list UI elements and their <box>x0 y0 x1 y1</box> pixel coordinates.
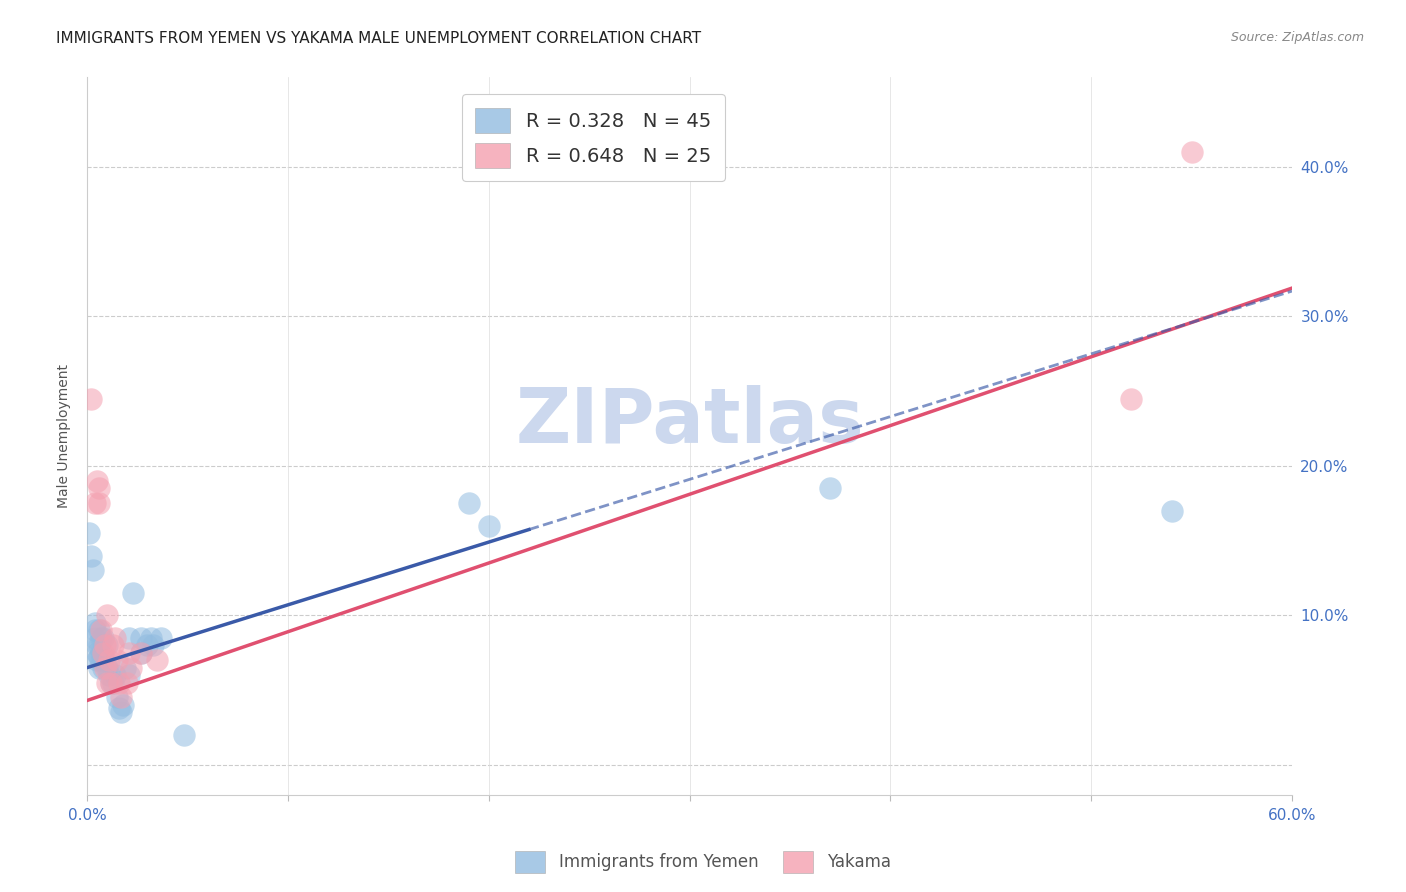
Point <box>90 653 112 667</box>
Point <box>136 638 159 652</box>
Point <box>120 660 142 674</box>
Point <box>118 646 141 660</box>
Point <box>105 690 128 705</box>
Point <box>103 675 125 690</box>
Text: Source: ZipAtlas.com: Source: ZipAtlas.com <box>1230 31 1364 45</box>
Point <box>98 668 121 682</box>
Legend: Immigrants from Yemen, Yakama: Immigrants from Yemen, Yakama <box>509 845 897 880</box>
Point <box>96 608 118 623</box>
Point <box>105 653 128 667</box>
Point <box>94 638 117 652</box>
Point <box>173 728 195 742</box>
Legend: R = 0.328   N = 45, R = 0.648   N = 25: R = 0.328 N = 45, R = 0.648 N = 25 <box>461 95 724 181</box>
Point <box>150 631 173 645</box>
Y-axis label: Male Unemployment: Male Unemployment <box>58 364 72 508</box>
Point <box>117 675 139 690</box>
Point <box>89 638 111 652</box>
Point <box>118 668 141 682</box>
Point <box>122 586 145 600</box>
Point <box>96 638 118 652</box>
Point <box>82 564 104 578</box>
Point <box>90 624 112 638</box>
Point <box>457 496 479 510</box>
Point <box>86 638 108 652</box>
Point <box>77 526 100 541</box>
Text: IMMIGRANTS FROM YEMEN VS YAKAMA MALE UNEMPLOYMENT CORRELATION CHART: IMMIGRANTS FROM YEMEN VS YAKAMA MALE UNE… <box>56 31 702 46</box>
Point <box>91 646 114 660</box>
Point <box>80 392 103 406</box>
Point <box>84 615 107 630</box>
Point <box>89 481 111 495</box>
Point <box>110 690 132 705</box>
Point <box>90 646 112 660</box>
Point <box>131 631 153 645</box>
Point <box>103 638 125 652</box>
Point <box>84 631 107 645</box>
Point <box>146 653 169 667</box>
Point <box>108 675 131 690</box>
Point <box>96 675 118 690</box>
Point <box>1121 392 1143 406</box>
Point <box>86 653 108 667</box>
Text: ZIPatlas: ZIPatlas <box>515 384 863 458</box>
Point <box>86 646 108 660</box>
Point <box>84 496 107 510</box>
Point <box>100 675 122 690</box>
Point <box>141 631 163 645</box>
Point <box>89 496 111 510</box>
Point <box>131 646 153 660</box>
Point <box>91 631 114 645</box>
Point <box>94 653 117 667</box>
Point <box>100 675 122 690</box>
Point <box>818 481 841 495</box>
Point <box>142 638 165 652</box>
Point <box>91 660 114 674</box>
Point <box>104 668 127 682</box>
Point <box>91 653 114 667</box>
Point <box>84 624 107 638</box>
Point <box>89 624 111 638</box>
Point <box>1180 145 1202 160</box>
Point <box>1160 504 1182 518</box>
Point <box>110 706 132 720</box>
Point <box>96 660 118 674</box>
Point <box>108 701 131 715</box>
Point <box>112 698 135 712</box>
Point <box>90 631 112 645</box>
Point <box>89 650 111 665</box>
Point <box>131 646 153 660</box>
Point <box>86 474 108 488</box>
Point <box>478 518 501 533</box>
Point <box>80 549 103 563</box>
Point <box>89 660 111 674</box>
Point <box>104 631 127 645</box>
Point <box>98 653 121 667</box>
Point <box>114 660 136 674</box>
Point <box>118 631 141 645</box>
Point <box>94 660 117 674</box>
